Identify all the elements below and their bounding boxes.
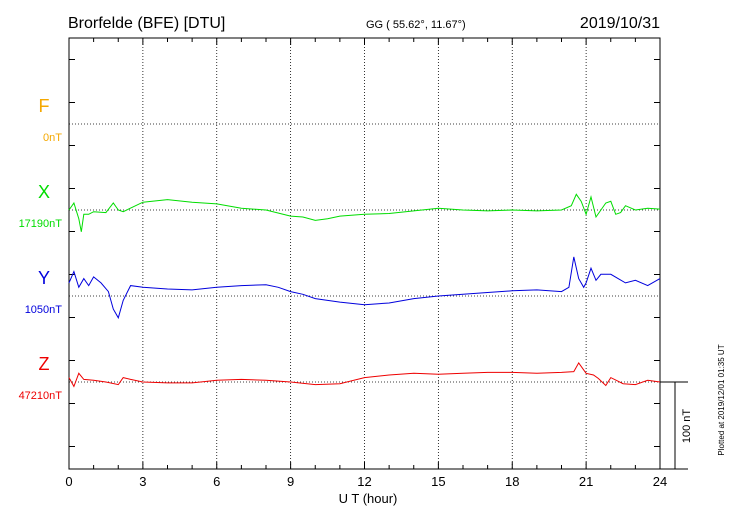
series-layer xyxy=(68,193,661,388)
series-baseline-f: 0nT xyxy=(43,132,62,144)
series-baseline-x: 17190nT xyxy=(19,218,63,230)
x-tick-label: 12 xyxy=(357,474,371,489)
x-tick-label: 24 xyxy=(653,474,667,489)
axis-ticks: 0 3 6 9 12 15 18 21 24 xyxy=(65,38,667,489)
x-tick-label: 15 xyxy=(431,474,445,489)
series-line-z xyxy=(68,361,661,388)
series-name-y: Y xyxy=(38,268,50,288)
x-tick-label: 18 xyxy=(505,474,519,489)
x-tick-label: 6 xyxy=(213,474,220,489)
scale-bar-label: 100 nT xyxy=(681,409,693,444)
coordinates-label: GG ( 55.62°, 11.67°) xyxy=(366,19,466,31)
x-axis-label: U T (hour) xyxy=(339,491,398,506)
grid-lines xyxy=(69,38,660,469)
x-tick-label: 21 xyxy=(579,474,593,489)
series-line-y xyxy=(68,256,661,320)
x-tick-label: 9 xyxy=(287,474,294,489)
x-tick-label: 0 xyxy=(65,474,72,489)
date-label: 2019/10/31 xyxy=(580,15,660,32)
series-line-x xyxy=(68,193,661,232)
x-tick-label: 3 xyxy=(139,474,146,489)
series-labels: F 0nT X 17190nT Y 1050nT Z 47210nT xyxy=(19,96,63,402)
series-name-x: X xyxy=(38,182,50,202)
series-name-z: Z xyxy=(39,354,50,374)
series-baseline-z: 47210nT xyxy=(19,390,63,402)
series-name-f: F xyxy=(39,96,50,116)
plotted-at-label: Plotted at 2019/12/01 01:35 UT xyxy=(717,344,726,455)
station-title: Brorfelde (BFE) [DTU] xyxy=(68,15,225,32)
series-baseline-y: 1050nT xyxy=(25,304,63,316)
